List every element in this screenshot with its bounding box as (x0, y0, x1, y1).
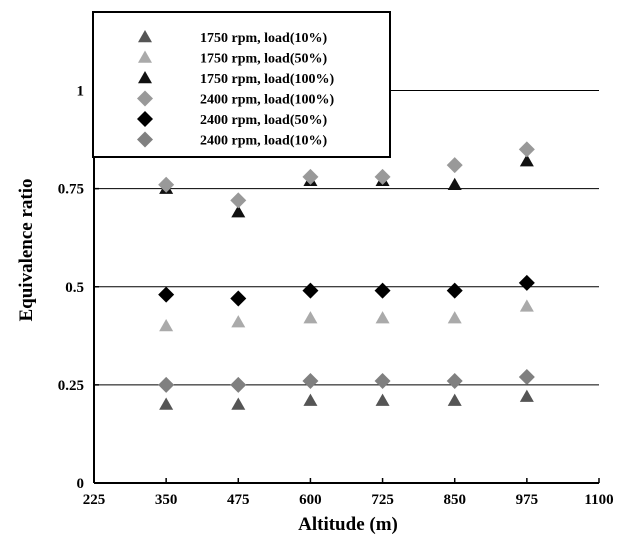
point-s4-4 (446, 282, 463, 299)
x-tick-label-0: 225 (83, 492, 106, 508)
point-s3-4 (446, 157, 463, 174)
legend-label-1: 1750 rpm, load(50%) (200, 52, 328, 67)
point-s1-1 (231, 315, 246, 328)
legend-label-3: 2400 rpm, load(100%) (200, 93, 335, 108)
point-s2-4 (447, 177, 462, 190)
y-tick-label-0: 0 (77, 476, 85, 492)
point-s4-0 (158, 286, 175, 303)
point-s4-2 (302, 282, 319, 299)
legend-marker-5 (137, 131, 153, 148)
point-s0-4 (447, 393, 462, 406)
x-tick-label-7: 1100 (584, 492, 613, 508)
point-s0-0 (159, 397, 174, 410)
point-s4-5 (518, 274, 535, 291)
point-s5-4 (446, 372, 463, 389)
point-s5-5 (518, 369, 535, 386)
point-s4-3 (374, 282, 391, 299)
point-s5-3 (374, 372, 391, 389)
point-s1-0 (159, 319, 174, 332)
point-s3-0 (158, 176, 175, 193)
point-s1-5 (519, 299, 534, 312)
point-s1-3 (375, 311, 390, 324)
legend-marker-4 (137, 111, 153, 127)
legend-label-2: 1750 rpm, load(100%) (200, 72, 335, 87)
x-tick-label-2: 475 (227, 492, 250, 508)
point-s3-2 (302, 168, 319, 185)
y-tick-label-3: 0.75 (58, 182, 84, 198)
point-s5-1 (230, 376, 247, 393)
legend-marker-0 (138, 30, 152, 43)
legend-marker-1 (138, 50, 152, 63)
legend-label-0: 1750 rpm, load(10%) (200, 31, 328, 46)
point-s3-3 (374, 168, 391, 185)
axes: 0 0.25 0.5 0.75 1 225 350 475 600 725 850 975 1100 (58, 12, 614, 508)
point-s0-1 (231, 397, 246, 410)
legend: 1750 rpm, load(10%) 1750 rpm, load(50%) 17… (92, 11, 391, 158)
point-s2-1 (231, 205, 246, 218)
x-tick-label-4: 725 (371, 492, 394, 508)
x-tick-label-1: 350 (155, 492, 178, 508)
y-tick-label-2: 0.5 (65, 280, 84, 296)
y-tick-label-1: 0.25 (58, 378, 84, 394)
legend-marker-3 (137, 90, 153, 107)
point-s3-5 (518, 141, 535, 158)
y-tick-label-4: 1 (77, 84, 85, 100)
y-axis-title: Equivalence ratio (16, 178, 37, 321)
legend-marker-2 (138, 71, 152, 84)
x-axis-title: Altitude (m) (298, 514, 398, 534)
point-s2-5 (519, 154, 534, 167)
legend-label-4: 2400 rpm, load(50%) (200, 113, 328, 128)
point-s5-2 (302, 372, 319, 389)
x-tick-label-3: 600 (299, 492, 322, 508)
point-s3-1 (230, 192, 247, 209)
x-tick-label-5: 850 (443, 492, 466, 508)
point-s0-5 (519, 389, 534, 402)
point-s1-4 (447, 311, 462, 324)
data-points (158, 141, 535, 410)
point-s0-2 (303, 393, 318, 406)
point-s1-2 (303, 311, 318, 324)
point-s4-1 (230, 290, 247, 307)
point-s0-3 (375, 393, 390, 406)
point-s5-0 (158, 376, 175, 393)
x-tick-label-6: 975 (516, 492, 539, 508)
legend-label-5: 2400 rpm, load(10%) (200, 134, 328, 149)
